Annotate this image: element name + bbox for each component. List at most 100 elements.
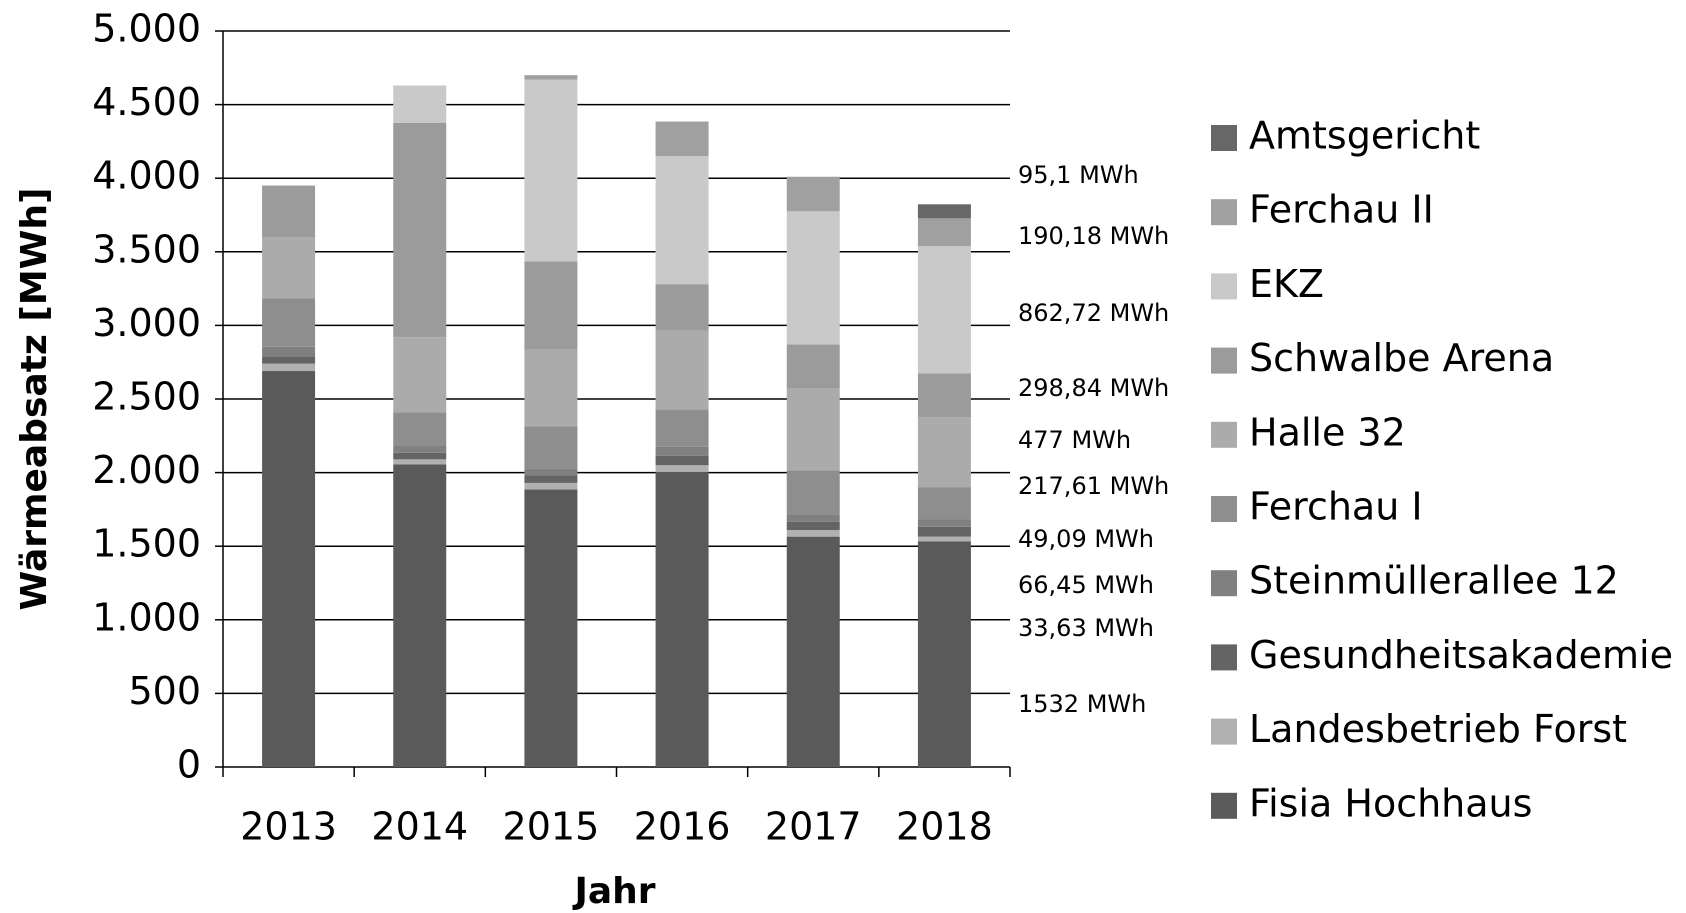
data-label: 862,72 MWh	[1018, 299, 1169, 327]
legend-swatch	[1211, 199, 1237, 226]
bar-segment	[655, 465, 709, 472]
x-tick-label: 2015	[503, 805, 600, 849]
bar-segment	[655, 121, 709, 157]
legend-label: Ferchau I	[1249, 485, 1423, 529]
legend-swatch	[1211, 496, 1237, 522]
bar-segment	[262, 371, 316, 767]
bar-segment	[393, 452, 447, 460]
bar-segment	[917, 204, 971, 219]
bar-segment	[917, 417, 971, 488]
y-tick-label: 4.000	[92, 154, 201, 198]
bar-segment	[393, 412, 447, 446]
x-tick-label: 2014	[371, 805, 468, 849]
data-label: 33,63 MWh	[1018, 614, 1154, 642]
data-label: 95,1 MWh	[1018, 161, 1139, 189]
bar-segment	[786, 176, 840, 212]
bar-segment	[917, 541, 971, 767]
bar-segment	[262, 346, 316, 357]
legend-swatch	[1211, 718, 1237, 745]
bar-segment	[655, 284, 709, 331]
bar-segment	[917, 246, 971, 374]
legend-label: Steinmüllerallee 12	[1249, 559, 1619, 603]
y-tick-label: 1.500	[92, 522, 201, 566]
y-tick-label: 3.500	[92, 227, 201, 271]
bar-segment	[786, 521, 840, 531]
y-tick-label: 3.000	[92, 301, 201, 345]
legend-label: Halle 32	[1249, 410, 1406, 454]
x-tick-label: 2013	[240, 805, 337, 849]
data-label: 298,84 MWh	[1018, 374, 1169, 402]
bar-segment	[655, 471, 709, 767]
legend-label: Gesundheitsakademie	[1249, 633, 1673, 677]
bar-segment	[917, 519, 971, 527]
x-tick-label: 2016	[634, 805, 731, 849]
bar-segment	[393, 459, 447, 465]
bar-segment	[393, 464, 447, 767]
bar-segment	[524, 261, 578, 350]
bar-segment	[524, 75, 578, 80]
bar-segment	[524, 349, 578, 427]
y-tick-label: 0	[177, 743, 201, 787]
legend-swatch	[1211, 792, 1237, 819]
data-label: 190,18 MWh	[1018, 222, 1169, 250]
bar-segment	[524, 475, 578, 483]
bar-segment	[655, 156, 709, 285]
bar-segment	[524, 468, 578, 476]
bar-segment	[917, 373, 971, 418]
data-label: 477 MWh	[1018, 426, 1131, 454]
y-tick-label: 4.500	[92, 80, 201, 124]
x-tick-label: 2017	[765, 805, 862, 849]
bar-segment	[786, 530, 840, 537]
bar-segment	[786, 470, 840, 515]
x-axis-title: Jahr	[571, 871, 655, 912]
bar-segment	[262, 356, 316, 364]
legend-swatch	[1211, 273, 1237, 300]
legend-swatch	[1211, 125, 1237, 151]
data-label: 1532 MWh	[1018, 690, 1146, 718]
x-tick-label: 2018	[896, 805, 993, 849]
data-label: 66,45 MWh	[1018, 571, 1154, 599]
bar-segment	[262, 237, 316, 299]
bar-segment	[655, 455, 709, 466]
bar-segment	[786, 536, 840, 767]
bar-segment	[917, 536, 971, 542]
bar-segment	[393, 337, 447, 413]
bar-segment	[524, 79, 578, 262]
bar-segment	[393, 445, 447, 453]
bar-segment	[655, 409, 709, 447]
legend-label: Ferchau II	[1249, 188, 1434, 232]
legend-label: Fisia Hochhaus	[1249, 781, 1532, 825]
bar-segment	[524, 489, 578, 767]
bar-segment	[262, 298, 316, 347]
bar-segment	[917, 487, 971, 520]
legend-swatch	[1211, 644, 1237, 671]
data-label: 217,61 MWh	[1018, 472, 1169, 500]
bar-segment	[393, 85, 447, 123]
legend-label: Schwalbe Arena	[1249, 336, 1554, 380]
bar-segment	[786, 388, 840, 471]
bar-segment	[917, 218, 971, 247]
legend-swatch	[1211, 421, 1237, 448]
legend-swatch	[1211, 347, 1237, 374]
bar-segment	[524, 482, 578, 490]
data-label: 49,09 MWh	[1018, 525, 1154, 553]
legend-label: Amtsgericht	[1249, 114, 1480, 158]
legend-label: Landesbetrieb Forst	[1249, 707, 1627, 751]
bar-segment	[262, 185, 316, 238]
legend-label: EKZ	[1249, 262, 1324, 306]
bar-segment	[917, 526, 971, 537]
y-tick-label: 500	[128, 669, 201, 713]
bar-segment	[786, 344, 840, 389]
bar-segment	[786, 514, 840, 522]
bar-segment	[393, 123, 447, 338]
legend-swatch	[1211, 570, 1237, 597]
bar-segment	[786, 211, 840, 345]
y-tick-label: 2.500	[92, 375, 201, 419]
bar-segment	[524, 426, 578, 469]
bar-segment	[655, 446, 709, 456]
y-tick-label: 2.000	[92, 448, 201, 492]
bar-segment	[262, 363, 316, 372]
y-tick-label: 1.000	[92, 595, 201, 639]
y-tick-label: 5.000	[92, 7, 201, 51]
